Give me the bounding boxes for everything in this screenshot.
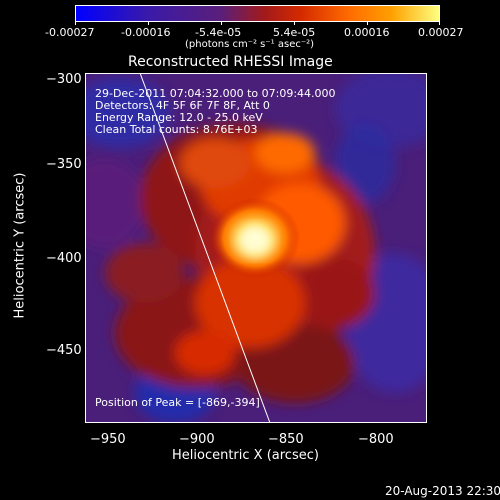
x-tick-label: −950 xyxy=(90,432,126,447)
rhessi-image xyxy=(85,73,427,423)
footer-timestamp: 20-Aug-2013 22:30 xyxy=(385,484,500,498)
plot-frame xyxy=(85,73,427,423)
colorbar-tick-label: -0.00027 xyxy=(45,26,95,39)
peak-position-label: Position of Peak = [-869,-394] xyxy=(95,396,260,409)
y-tick-label: −400 xyxy=(46,251,82,266)
info-line-time: 29-Dec-2011 07:04:32.000 to 07:09:44.000 xyxy=(95,87,336,100)
y-tick-label: −300 xyxy=(46,72,82,87)
x-tick-label: −850 xyxy=(268,432,304,447)
y-tick-label: −450 xyxy=(46,343,82,358)
info-line-counts: Clean Total counts: 8.76E+03 xyxy=(95,123,258,136)
plot-title: Reconstructed RHESSI Image xyxy=(128,54,333,70)
colorbar-tick-marks xyxy=(75,21,440,25)
y-tick-label: −350 xyxy=(46,157,82,172)
x-tick-label: −900 xyxy=(179,432,215,447)
x-axis-label: Heliocentric X (arcsec) xyxy=(172,448,319,463)
info-line-energy: Energy Range: 12.0 - 25.0 keV xyxy=(95,111,263,124)
colorbar-tick-label: 5.4e-05 xyxy=(273,26,316,39)
colorbar-tick-label: 0.00027 xyxy=(418,26,464,39)
colorbar-tick-label: 0.00016 xyxy=(344,26,390,39)
x-tick-label: −800 xyxy=(358,432,394,447)
colorbar xyxy=(75,5,440,22)
colorbar-units: (photons cm⁻² s⁻¹ asec⁻²) xyxy=(185,39,315,50)
colorbar-tick-label: -0.00016 xyxy=(121,26,171,39)
info-line-detectors: Detectors: 4F 5F 6F 7F 8F, Att 0 xyxy=(95,99,270,112)
colorbar-tick-label: -5.4e-05 xyxy=(195,26,242,39)
y-axis-label: Heliocentric Y (arcsec) xyxy=(12,172,28,319)
